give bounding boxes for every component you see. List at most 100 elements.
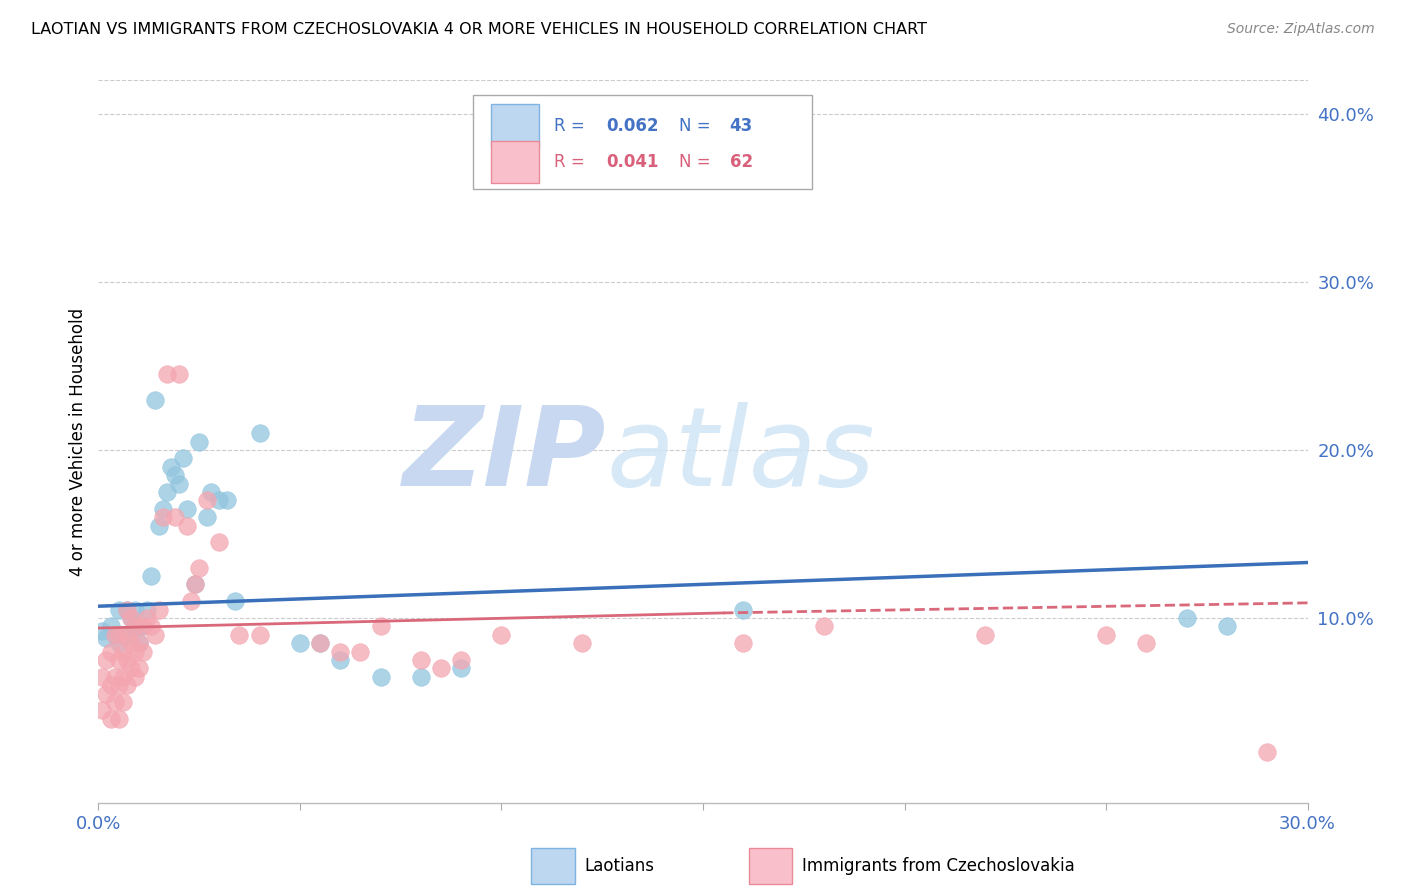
Point bbox=[733, 602, 755, 616]
Point bbox=[135, 611, 157, 625]
Point bbox=[571, 636, 593, 650]
FancyBboxPatch shape bbox=[474, 95, 811, 189]
Point bbox=[139, 569, 162, 583]
Point bbox=[288, 636, 311, 650]
FancyBboxPatch shape bbox=[749, 848, 793, 884]
Point bbox=[103, 628, 125, 642]
Point bbox=[111, 644, 134, 658]
Point bbox=[107, 628, 129, 642]
Text: R =: R = bbox=[554, 117, 591, 135]
Point bbox=[115, 602, 138, 616]
Point bbox=[329, 644, 352, 658]
Point bbox=[1135, 636, 1157, 650]
Point bbox=[167, 368, 190, 382]
Point bbox=[148, 602, 170, 616]
Point bbox=[329, 653, 352, 667]
Point bbox=[184, 577, 207, 591]
Point bbox=[128, 619, 150, 633]
Point bbox=[132, 619, 155, 633]
Point bbox=[370, 619, 392, 633]
Point bbox=[1175, 611, 1198, 625]
Point bbox=[1256, 745, 1278, 759]
Text: N =: N = bbox=[679, 117, 716, 135]
Point bbox=[115, 602, 138, 616]
Point bbox=[124, 670, 146, 684]
Point bbox=[115, 628, 138, 642]
Point bbox=[160, 459, 183, 474]
Point bbox=[224, 594, 246, 608]
Point bbox=[249, 426, 271, 441]
Text: Immigrants from Czechoslovakia: Immigrants from Czechoslovakia bbox=[803, 857, 1076, 875]
Point bbox=[370, 670, 392, 684]
Point bbox=[309, 636, 332, 650]
Point bbox=[132, 619, 155, 633]
Point bbox=[309, 636, 332, 650]
Point bbox=[96, 631, 118, 645]
Point bbox=[184, 577, 207, 591]
Point bbox=[733, 636, 755, 650]
Point bbox=[188, 434, 211, 449]
Point bbox=[349, 644, 371, 658]
Text: 0.062: 0.062 bbox=[606, 117, 659, 135]
Text: 0.041: 0.041 bbox=[606, 153, 659, 171]
Point bbox=[103, 670, 125, 684]
Y-axis label: 4 or more Vehicles in Household: 4 or more Vehicles in Household bbox=[69, 308, 87, 575]
Text: Source: ZipAtlas.com: Source: ZipAtlas.com bbox=[1227, 22, 1375, 37]
Point bbox=[176, 518, 198, 533]
Point bbox=[172, 451, 194, 466]
Point bbox=[409, 653, 432, 667]
Text: 43: 43 bbox=[730, 117, 752, 135]
Point bbox=[103, 628, 125, 642]
Point bbox=[195, 510, 218, 524]
Point bbox=[143, 392, 166, 407]
Text: N =: N = bbox=[679, 153, 716, 171]
Point bbox=[450, 653, 472, 667]
Point bbox=[124, 619, 146, 633]
Point bbox=[450, 661, 472, 675]
Point bbox=[107, 636, 129, 650]
Point bbox=[120, 611, 142, 625]
Text: R =: R = bbox=[554, 153, 591, 171]
Point bbox=[107, 678, 129, 692]
Point bbox=[107, 602, 129, 616]
Point bbox=[91, 670, 114, 684]
Point bbox=[217, 493, 239, 508]
Point bbox=[188, 560, 211, 574]
Point bbox=[128, 636, 150, 650]
Point bbox=[103, 695, 125, 709]
Point bbox=[96, 653, 118, 667]
Point bbox=[96, 687, 118, 701]
Point bbox=[180, 594, 202, 608]
Point bbox=[1095, 628, 1118, 642]
Point bbox=[91, 624, 114, 639]
Point bbox=[91, 703, 114, 717]
Point bbox=[1216, 619, 1239, 633]
Point bbox=[228, 628, 250, 642]
Point bbox=[167, 476, 190, 491]
FancyBboxPatch shape bbox=[492, 141, 538, 183]
Point bbox=[156, 368, 179, 382]
Point bbox=[100, 678, 122, 692]
Point bbox=[100, 712, 122, 726]
Point bbox=[132, 644, 155, 658]
Point bbox=[128, 661, 150, 675]
Point bbox=[124, 602, 146, 616]
Point bbox=[163, 468, 186, 483]
Point bbox=[139, 619, 162, 633]
Point bbox=[135, 602, 157, 616]
Point bbox=[111, 695, 134, 709]
Point bbox=[249, 628, 271, 642]
Point bbox=[200, 485, 222, 500]
Point bbox=[491, 628, 513, 642]
Point bbox=[156, 485, 179, 500]
Text: LAOTIAN VS IMMIGRANTS FROM CZECHOSLOVAKIA 4 OR MORE VEHICLES IN HOUSEHOLD CORREL: LAOTIAN VS IMMIGRANTS FROM CZECHOSLOVAKI… bbox=[31, 22, 927, 37]
Point bbox=[208, 535, 231, 549]
Point bbox=[120, 661, 142, 675]
FancyBboxPatch shape bbox=[492, 104, 538, 147]
Point bbox=[115, 628, 138, 642]
Point bbox=[124, 644, 146, 658]
Point bbox=[120, 611, 142, 625]
Point bbox=[143, 628, 166, 642]
Text: 62: 62 bbox=[730, 153, 752, 171]
Point bbox=[124, 619, 146, 633]
